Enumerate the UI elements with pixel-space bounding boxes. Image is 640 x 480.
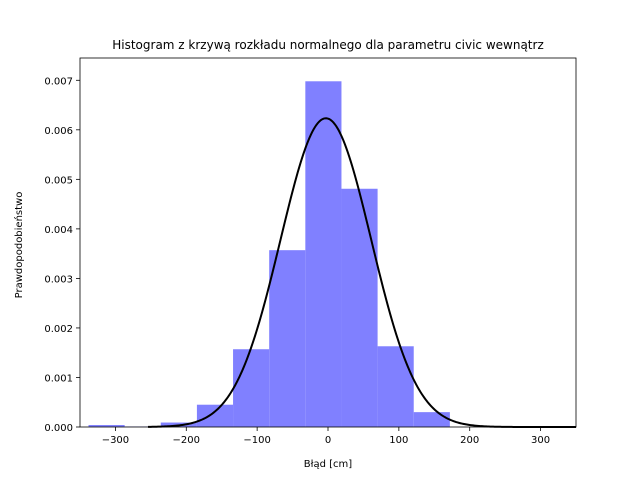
y-tick-label: 0.006: [44, 126, 73, 137]
y-tick-label: 0.001: [44, 373, 73, 384]
histogram-bar: [88, 425, 125, 427]
chart-title: Histogram z krzywą rozkładu normalnego d…: [112, 38, 544, 52]
x-tick-label: 0: [325, 435, 331, 446]
y-tick-label: 0.002: [44, 324, 73, 335]
histogram-bar: [377, 346, 414, 427]
y-axis-label: Prawdopodobieństwo: [13, 192, 25, 299]
histogram-bars: [88, 81, 450, 427]
x-tick-label: 200: [460, 435, 479, 446]
histogram-bar: [233, 349, 270, 427]
x-tick-label: −200: [173, 435, 200, 446]
histogram-bar: [413, 412, 450, 427]
y-tick-label: 0.000: [44, 423, 73, 434]
y-tick-label: 0.007: [44, 76, 73, 87]
x-axis-ticks: −300 −200 −100 0 100 200 300: [102, 427, 550, 446]
histogram-bar: [305, 81, 342, 427]
y-tick-label: 0.005: [44, 175, 73, 186]
histogram-bar: [269, 250, 306, 427]
y-tick-label: 0.004: [44, 225, 73, 236]
y-tick-label: 0.003: [44, 274, 73, 285]
histogram-bar: [196, 404, 234, 427]
histogram-bar: [341, 188, 378, 427]
y-axis-ticks: 0.000 0.001 0.002 0.003 0.004 0.005 0.006 0.007: [44, 76, 80, 434]
x-tick-label: 300: [531, 435, 550, 446]
x-tick-label: −100: [243, 435, 270, 446]
x-axis-label: Błąd [cm]: [304, 459, 352, 470]
x-tick-label: 100: [389, 435, 408, 446]
x-tick-label: −300: [102, 435, 129, 446]
